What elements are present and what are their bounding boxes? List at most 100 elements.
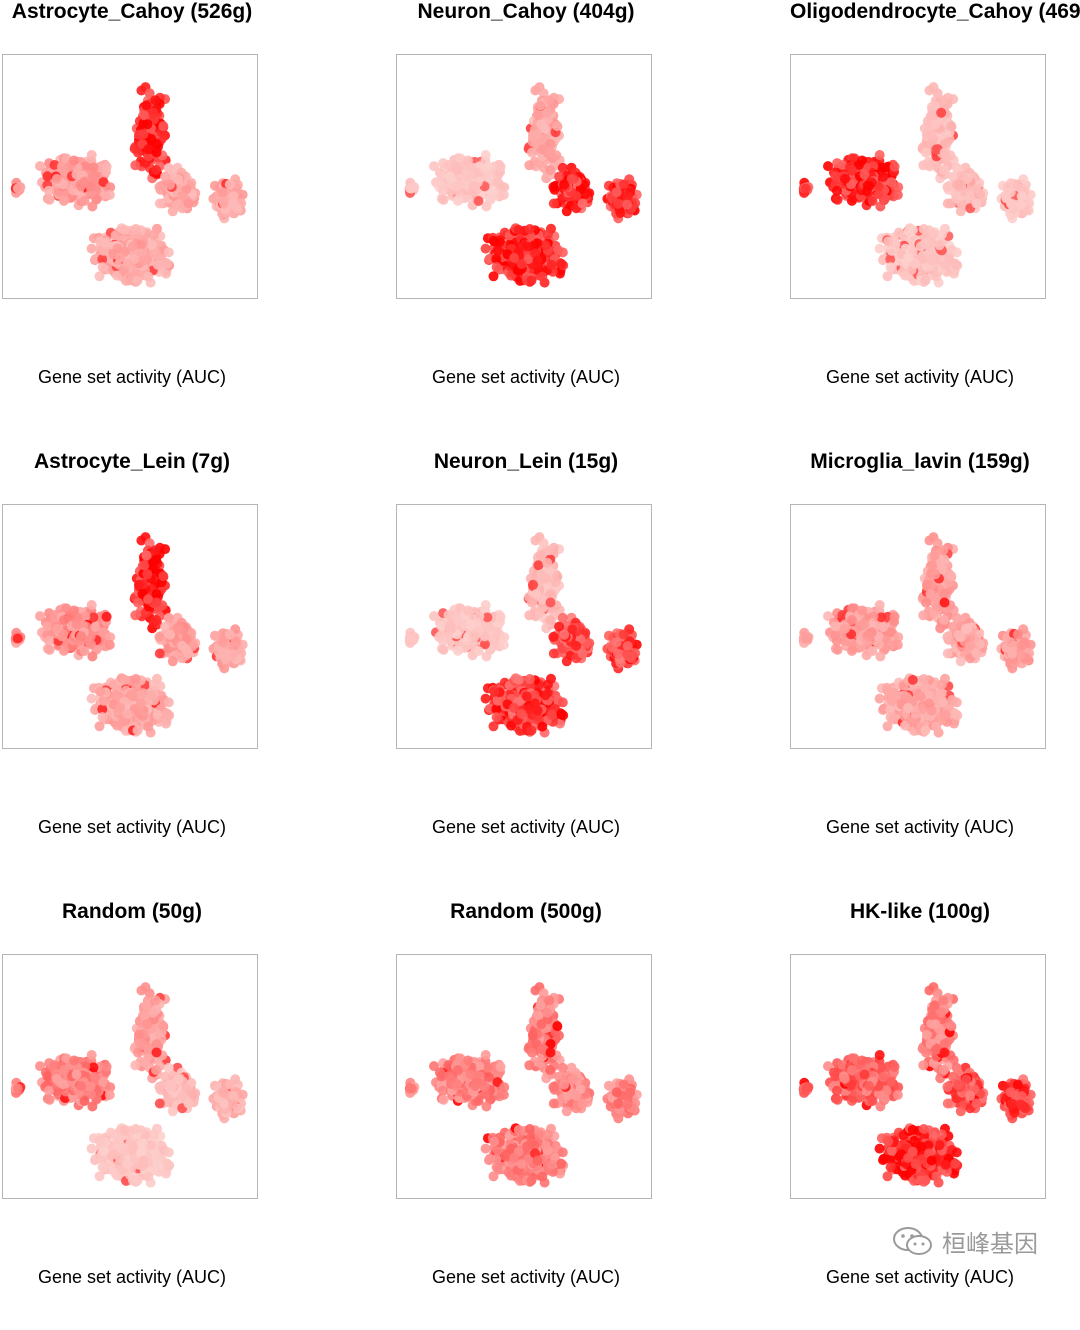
data-point: [123, 709, 133, 719]
data-point: [927, 256, 937, 266]
data-point: [558, 247, 568, 257]
data-point: [489, 721, 499, 731]
data-point: [407, 634, 417, 644]
data-point: [481, 694, 491, 704]
data-point: [878, 172, 888, 182]
data-point: [489, 236, 499, 246]
data-point: [911, 259, 921, 269]
data-point: [228, 200, 238, 210]
data-point: [95, 686, 105, 696]
scatter-plot-area: [396, 54, 652, 299]
data-point: [76, 181, 86, 191]
data-point: [481, 652, 491, 662]
data-point: [619, 630, 629, 640]
data-point: [571, 641, 581, 651]
data-point: [546, 598, 556, 608]
data-point: [164, 163, 174, 173]
data-point: [149, 680, 159, 690]
data-point: [153, 260, 163, 270]
data-point: [875, 244, 885, 254]
data-point: [149, 230, 159, 240]
data-point: [956, 206, 966, 216]
data-point: [148, 108, 158, 118]
scatter-plot-area: [396, 504, 652, 749]
data-point: [229, 191, 239, 201]
data-point: [128, 691, 138, 701]
data-point: [466, 170, 476, 180]
data-point: [930, 100, 940, 110]
data-point: [134, 580, 144, 590]
data-point: [148, 558, 158, 568]
data-point: [524, 160, 534, 170]
data-point: [533, 110, 543, 120]
data-point: [45, 195, 55, 205]
data-point: [950, 259, 960, 269]
data-point: [936, 108, 946, 118]
data-point: [496, 612, 506, 622]
data-point: [1007, 199, 1017, 209]
data-point: [623, 641, 633, 651]
scatter-svg: [791, 55, 1046, 299]
data-point: [1017, 191, 1027, 201]
data-point: [552, 571, 562, 581]
data-point: [537, 272, 547, 282]
data-point: [801, 184, 811, 194]
x-axis-label: Gene set activity (AUC): [2, 366, 262, 388]
data-point: [533, 560, 543, 570]
data-point: [946, 121, 956, 131]
data-point: [153, 710, 163, 720]
data-point: [162, 259, 172, 269]
data-point: [133, 726, 143, 736]
data-point: [87, 600, 97, 610]
data-point: [439, 195, 449, 205]
chart-title: Oligodendrocyte_Cahoy (469g): [790, 0, 1050, 24]
data-point: [184, 199, 194, 209]
data-point: [150, 545, 160, 555]
chart-panel: Neuron_Lein (15g)Gene set activity (AUC): [396, 450, 696, 880]
data-point: [95, 271, 105, 281]
data-point: [481, 202, 491, 212]
data-point: [102, 612, 112, 622]
data-point: [184, 649, 194, 659]
data-point: [90, 172, 100, 182]
data-point: [1006, 187, 1016, 197]
data-point: [952, 163, 962, 173]
data-point: [154, 182, 164, 192]
data-point: [578, 649, 588, 659]
data-point: [164, 613, 174, 623]
data-point: [453, 165, 463, 175]
data-point: [147, 240, 157, 250]
data-point: [152, 148, 162, 158]
data-point: [225, 630, 235, 640]
data-point: [952, 247, 962, 257]
data-point: [883, 236, 893, 246]
data-point: [162, 709, 172, 719]
data-point: [536, 550, 546, 560]
data-point: [922, 130, 932, 140]
data-point: [559, 180, 569, 190]
data-point: [941, 260, 951, 270]
data-point: [59, 615, 69, 625]
data-point: [571, 191, 581, 201]
data-point: [150, 95, 160, 105]
data-point: [542, 108, 552, 118]
data-point: [438, 636, 448, 646]
data-point: [225, 180, 235, 190]
data-point: [139, 706, 149, 716]
data-point: [499, 190, 509, 200]
chart-panel: Oligodendrocyte_Cahoy (469g)Gene set act…: [790, 0, 1080, 430]
data-point: [622, 200, 632, 210]
data-point: [143, 722, 153, 732]
data-point: [87, 694, 97, 704]
data-point: [484, 172, 494, 182]
data-point: [463, 606, 473, 616]
data-point: [229, 641, 239, 651]
data-point: [847, 165, 857, 175]
chart-title: Astrocyte_Cahoy (526g): [2, 0, 262, 24]
data-point: [87, 652, 97, 662]
data-point: [87, 244, 97, 254]
data-point: [158, 121, 168, 131]
data-point: [536, 569, 546, 579]
data-point: [52, 624, 62, 634]
data-point: [548, 632, 558, 642]
